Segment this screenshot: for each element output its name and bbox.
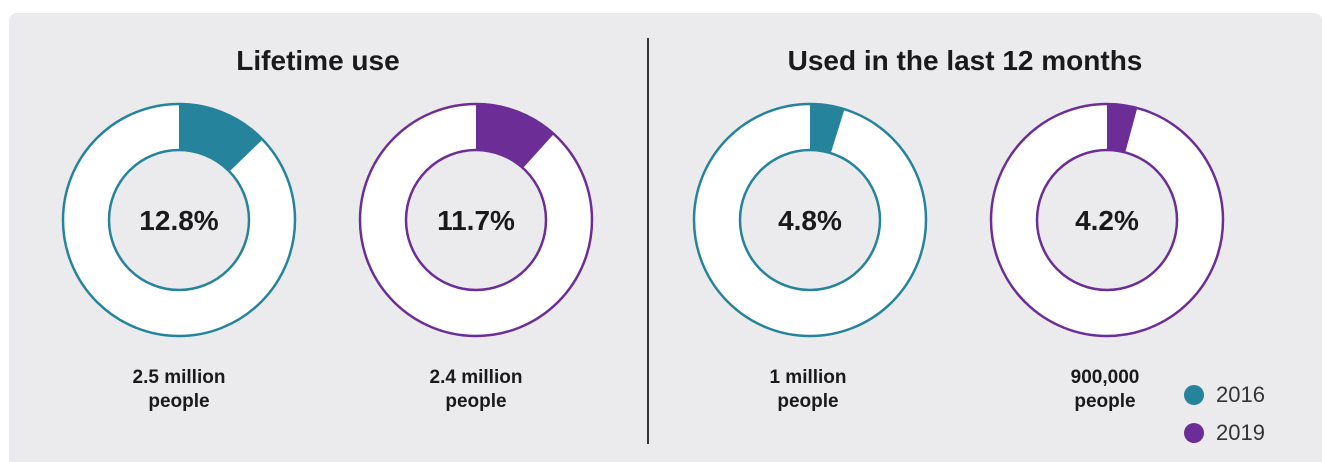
people-label-last12-2016: 1 million people [708, 366, 908, 414]
lifetime-use-title: Lifetime use [236, 45, 400, 76]
donut-value-label: 4.8% [778, 205, 842, 236]
people-label-last12-2019: 900,000 people [1005, 366, 1205, 414]
donut-lifetime-2019: 11.7% [358, 102, 594, 338]
section-divider [647, 38, 649, 444]
people-unit: people [445, 391, 507, 412]
legend: 2016 2019 [1184, 382, 1265, 458]
legend-label-2019: 2019 [1216, 420, 1265, 445]
people-label-lifetime-2019: 2.4 million people [376, 366, 576, 414]
donut-inner-ring [107, 148, 251, 292]
people-unit: people [777, 391, 839, 412]
legend-item-2016: 2016 [1184, 382, 1265, 408]
donut-lifetime-2016: 12.8% [61, 102, 297, 338]
people-count: 900,000 [1070, 367, 1140, 388]
people-unit: people [1074, 391, 1136, 412]
legend-item-2019: 2019 [1184, 420, 1265, 446]
donut-last12-2019: 4.2% [989, 102, 1225, 338]
donut-inner-ring [1035, 148, 1179, 292]
donut-slice-lifetime-2016 [179, 104, 263, 172]
last-12-months-title: Used in the last 12 months [787, 45, 1143, 76]
legend-swatch-2019 [1184, 423, 1204, 443]
donut-last12-2016: 4.8% [692, 102, 928, 338]
people-label-lifetime-2016: 2.5 million people [79, 366, 279, 414]
donut-slice-last12-2019 [1107, 104, 1138, 153]
people-count: 1 million [769, 367, 847, 388]
people-count: 2.5 million [132, 367, 226, 388]
donut-inner-ring [404, 148, 548, 292]
donut-value-label: 11.7% [437, 205, 515, 236]
donut-slice-last12-2016 [810, 104, 845, 154]
donut-inner-ring [738, 148, 882, 292]
legend-swatch-2016 [1184, 385, 1204, 405]
donut-value-label: 4.2% [1075, 205, 1139, 236]
legend-label-2016: 2016 [1216, 382, 1265, 407]
donut-value-label: 12.8% [139, 205, 218, 236]
people-count: 2.4 million [429, 367, 523, 388]
people-unit: people [148, 391, 210, 412]
